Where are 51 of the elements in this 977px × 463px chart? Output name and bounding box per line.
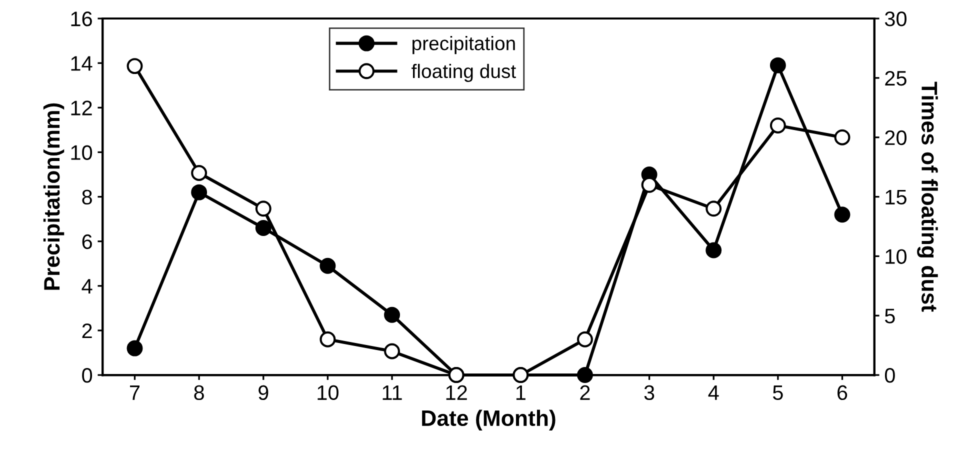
point	[834, 129, 850, 146]
x-axis-title: Date (Month)	[422, 410, 556, 430]
y-tick-label: 4	[82, 279, 92, 294]
x-tick-label: 3	[644, 385, 654, 400]
x-tick-label: 6	[838, 385, 848, 400]
point	[576, 367, 593, 384]
y-tick-label: 6	[82, 234, 92, 250]
y-tick-label: 16	[71, 12, 92, 26]
point	[255, 220, 272, 236]
y2-axis-title: Times of floating dust	[917, 82, 938, 312]
point	[576, 331, 593, 348]
point	[384, 306, 400, 323]
point	[834, 206, 850, 223]
y2-tick-label: 25	[885, 70, 906, 86]
y2-tick-label: 10	[886, 249, 906, 264]
point	[770, 117, 786, 134]
point	[770, 57, 786, 74]
y-tick-label: 10	[71, 145, 92, 160]
point	[191, 165, 208, 181]
x-tick-label: 10	[318, 385, 338, 400]
y-axis-title: Precipitation(mm)	[43, 103, 64, 290]
point	[320, 258, 336, 274]
y-tick-label: 2	[82, 323, 92, 338]
y2-tick-label: 30	[884, 12, 906, 26]
x-tick-label: 9	[258, 385, 268, 400]
x-tick-label: 8	[194, 385, 204, 400]
y-tick-label: 14	[71, 56, 92, 71]
y-tick-label: 8	[82, 190, 92, 205]
point	[255, 200, 272, 217]
y2-tick-label: 20	[885, 130, 906, 146]
y2-tick-label: 0	[884, 368, 895, 383]
point	[706, 242, 722, 258]
point	[384, 343, 400, 360]
y-tick-label: 12	[71, 100, 92, 116]
point	[706, 200, 722, 217]
x-tick-label: 12	[446, 385, 467, 400]
x-tick-label: 7	[130, 386, 140, 400]
x-tick-label: 4	[708, 386, 719, 400]
x-tick-label: 1	[516, 386, 526, 400]
point	[191, 184, 208, 200]
y2-tick-label: 15	[886, 190, 906, 205]
point	[126, 340, 143, 356]
point	[320, 331, 336, 348]
legend-label: floating dust	[412, 64, 516, 82]
point	[126, 58, 143, 74]
x-tick-label: 11	[382, 386, 402, 400]
y2-tick-label: 5	[884, 308, 895, 324]
y-tick-label: 0	[82, 368, 92, 383]
x-tick-label: 5	[772, 386, 783, 400]
legend-label: precipitation	[412, 36, 515, 54]
x-tick-label: 2	[580, 385, 590, 400]
